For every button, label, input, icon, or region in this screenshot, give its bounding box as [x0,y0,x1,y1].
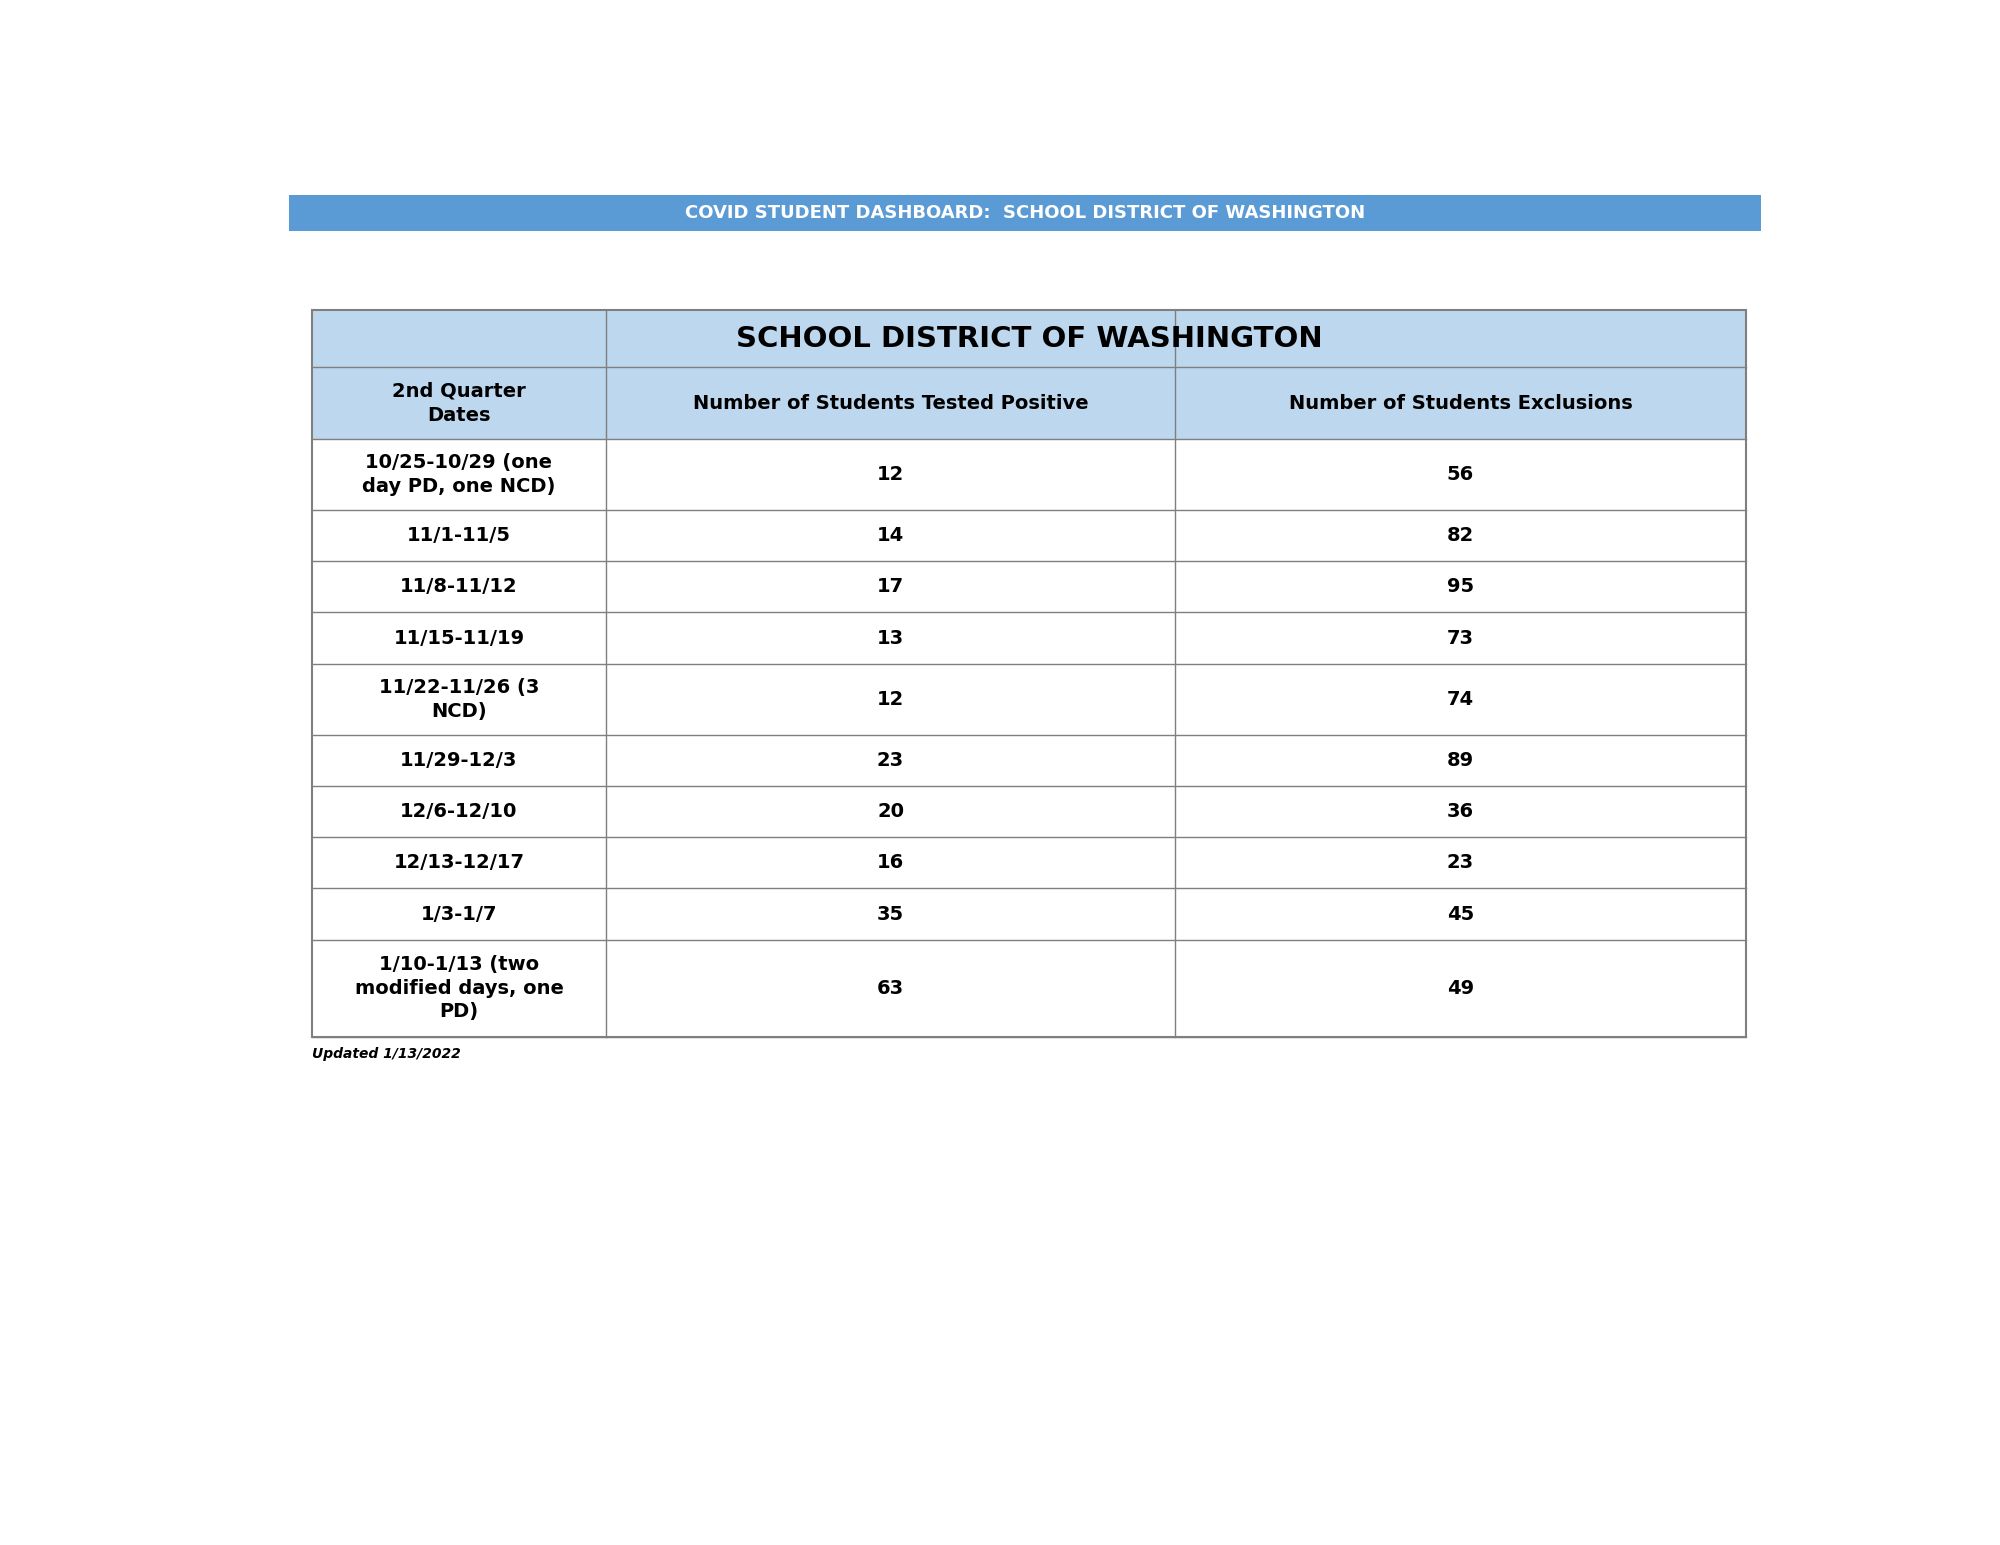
Text: Number of Students Tested Positive: Number of Students Tested Positive [692,394,1088,413]
Text: Number of Students Exclusions: Number of Students Exclusions [1288,394,1632,413]
Text: COVID STUDENT DASHBOARD:  SCHOOL DISTRICT OF WASHINGTON: COVID STUDENT DASHBOARD: SCHOOL DISTRICT… [684,204,1366,222]
Text: 95: 95 [1446,578,1474,596]
Bar [288,195,1762,230]
Bar [312,311,1746,368]
Text: SCHOOL DISTRICT OF WASHINGTON: SCHOOL DISTRICT OF WASHINGTON [736,324,1322,352]
Text: 12/13-12/17: 12/13-12/17 [394,853,524,873]
Text: 74: 74 [1446,689,1474,709]
Text: 73: 73 [1446,629,1474,647]
Text: 17: 17 [876,578,904,596]
Text: 16: 16 [876,853,904,873]
Text: 35: 35 [876,904,904,924]
Text: 63: 63 [876,980,904,998]
Text: 89: 89 [1446,751,1474,769]
Text: 12: 12 [876,465,904,484]
Text: 36: 36 [1446,802,1474,822]
Text: 23: 23 [1446,853,1474,873]
Text: 10/25-10/29 (one
day PD, one NCD): 10/25-10/29 (one day PD, one NCD) [362,453,556,496]
Text: 13: 13 [876,629,904,647]
Text: 11/22-11/26 (3
NCD): 11/22-11/26 (3 NCD) [378,678,540,720]
Text: 11/15-11/19: 11/15-11/19 [394,629,524,647]
Text: 2nd Quarter
Dates: 2nd Quarter Dates [392,382,526,425]
Text: 11/29-12/3: 11/29-12/3 [400,751,518,769]
Text: 12: 12 [876,689,904,709]
Text: 11/1-11/5: 11/1-11/5 [406,527,510,545]
Text: 14: 14 [876,527,904,545]
Text: 20: 20 [878,802,904,822]
Bar [312,311,1746,1037]
Text: 23: 23 [876,751,904,769]
Bar [312,311,1746,1037]
Text: 12/6-12/10: 12/6-12/10 [400,802,518,822]
Text: Updated 1/13/2022: Updated 1/13/2022 [312,1046,460,1061]
Text: 56: 56 [1446,465,1474,484]
Text: 11/8-11/12: 11/8-11/12 [400,578,518,596]
Text: 49: 49 [1446,980,1474,998]
Text: 82: 82 [1446,527,1474,545]
Bar [312,368,1746,439]
Text: 1/10-1/13 (two
modified days, one
PD): 1/10-1/13 (two modified days, one PD) [354,955,564,1021]
Text: 45: 45 [1446,904,1474,924]
Text: 1/3-1/7: 1/3-1/7 [420,904,498,924]
